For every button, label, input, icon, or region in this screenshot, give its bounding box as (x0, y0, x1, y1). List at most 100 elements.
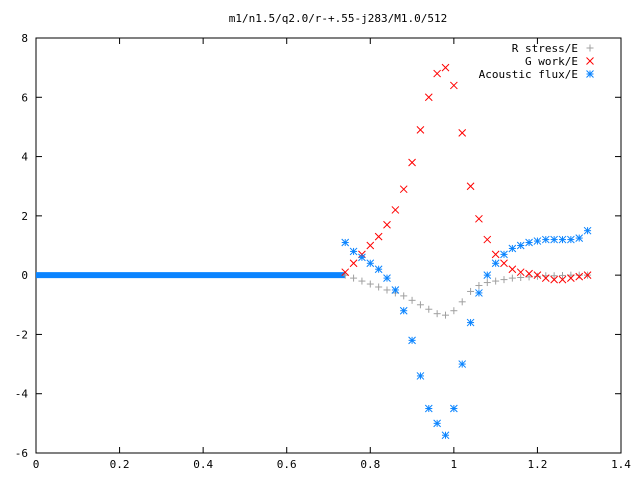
data-point (533, 271, 542, 279)
data-point (475, 282, 483, 290)
data-point (525, 269, 533, 278)
plot-frame (35, 37, 622, 454)
data-point (466, 318, 475, 327)
series-2 (341, 226, 592, 440)
data-point (466, 182, 475, 191)
x-tick-label: 0.4 (193, 458, 213, 471)
legend-marker (586, 44, 594, 52)
data-point (450, 307, 458, 315)
data-point (366, 259, 375, 268)
data-point (583, 226, 592, 235)
data-point (416, 126, 425, 134)
data-point (341, 268, 350, 277)
series-1 (341, 63, 592, 284)
data-point (458, 298, 466, 306)
data-point (567, 274, 575, 282)
data-point (358, 253, 366, 262)
data-point (408, 336, 416, 345)
data-point (483, 235, 492, 244)
data-point (408, 296, 416, 304)
y-tick-label: -2 (15, 328, 28, 341)
x-tick-label: 0.8 (360, 458, 380, 471)
data-point (492, 277, 500, 285)
data-point (517, 274, 525, 282)
y-tick-label: 6 (21, 91, 28, 104)
data-point (374, 232, 383, 241)
data-point (525, 273, 533, 281)
data-point (350, 274, 358, 282)
data-point (559, 271, 566, 279)
data-point (399, 306, 408, 315)
data-point (442, 311, 449, 319)
data-point (575, 272, 584, 281)
series-layer (36, 63, 592, 440)
data-point (433, 419, 441, 428)
legend-label: G work/E (525, 55, 578, 68)
y-tick-label: 4 (21, 151, 28, 164)
data-point (516, 268, 525, 277)
data-point (366, 280, 374, 288)
data-point (408, 158, 416, 167)
data-point (391, 206, 400, 214)
y-tick-label: 0 (21, 269, 28, 282)
data-point (400, 292, 408, 300)
data-point (375, 283, 383, 291)
x-tick-label: 1.4 (611, 458, 631, 471)
data-point (450, 404, 458, 413)
data-point (467, 287, 475, 295)
data-point (441, 431, 450, 440)
data-point (475, 214, 483, 223)
legend-marker (586, 70, 594, 78)
legend-label: R stress/E (512, 42, 578, 55)
data-point (508, 265, 517, 274)
data-point (399, 185, 408, 194)
data-point (558, 235, 567, 244)
data-point (433, 310, 441, 318)
x-tick-label: 1 (451, 458, 458, 471)
data-point (508, 274, 516, 282)
data-point (341, 238, 350, 247)
y-tick-label: -6 (15, 447, 28, 460)
data-point (550, 275, 558, 284)
data-point (567, 235, 575, 244)
data-point (541, 274, 550, 282)
data-point (491, 250, 500, 259)
y-tick-label: 2 (21, 210, 28, 223)
chart-title: m1/n1.5/q2.0/r-+.55-j283/M1.0/512 (229, 12, 448, 25)
data-point (550, 235, 558, 244)
data-point (424, 404, 433, 413)
data-point (358, 277, 366, 285)
data-point (500, 250, 508, 259)
y-tick-label: -4 (15, 388, 29, 401)
data-point (483, 279, 491, 287)
y-tick-label: 8 (21, 32, 28, 45)
data-point (500, 276, 508, 284)
legend-label: Acoustic flux/E (479, 68, 578, 81)
axis-ticks: 0 0.2 0.4 0.6 0.8 1 1.2 1.4 -6 -4 -2 0 2 4 6 8 (15, 32, 632, 471)
data-point (500, 259, 508, 268)
data-point (533, 272, 541, 280)
data-point (416, 301, 424, 309)
x-tick-label: 1.2 (527, 458, 547, 471)
x-tick-label: 0.6 (277, 458, 297, 471)
legend-marker (586, 57, 594, 65)
data-point (525, 238, 533, 247)
series-0 (341, 271, 592, 319)
data-point (458, 360, 467, 368)
data-point (575, 234, 584, 242)
data-point (391, 286, 400, 294)
x-tick-label: 0.2 (110, 458, 130, 471)
data-point (475, 289, 483, 297)
data-point (575, 271, 583, 279)
data-point (491, 259, 500, 268)
data-point (433, 69, 441, 78)
data-point (366, 241, 375, 250)
data-point (416, 372, 425, 380)
data-point (349, 259, 358, 268)
data-point (541, 235, 550, 244)
data-point (383, 274, 391, 282)
data-point (516, 241, 525, 250)
data-point (441, 63, 450, 72)
